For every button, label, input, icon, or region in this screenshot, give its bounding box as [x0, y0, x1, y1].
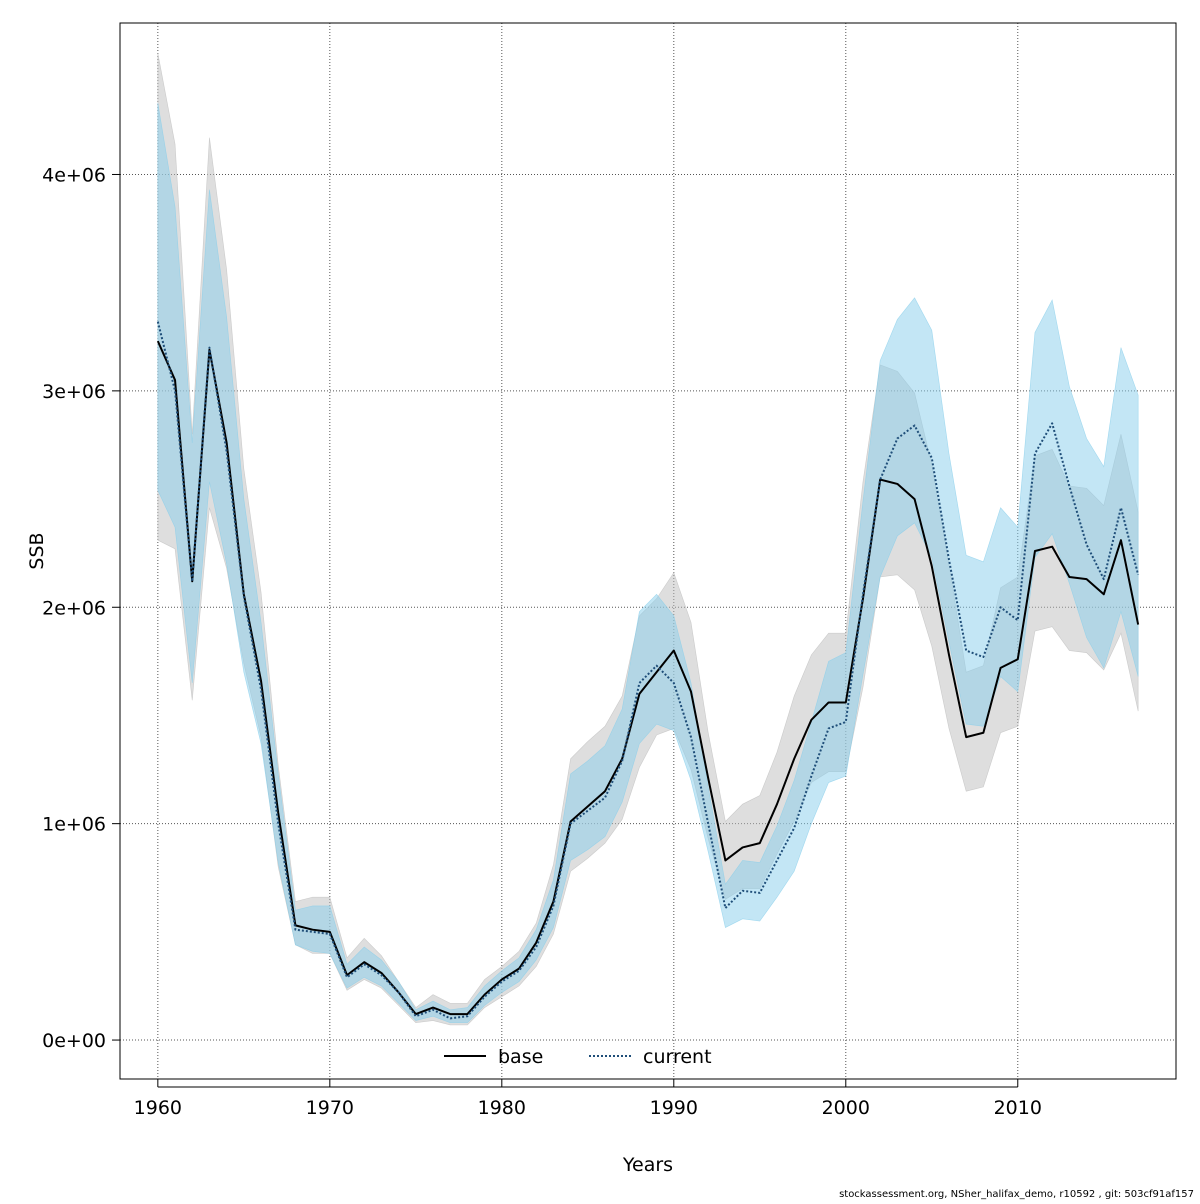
- band-layer: [157, 53, 1139, 1026]
- x-axis: 1960 1970 1980 1990 2000 2010: [134, 1079, 1042, 1119]
- x-tick-label: 1960: [134, 1097, 182, 1119]
- legend-label-current: current: [643, 1046, 712, 1068]
- y-tick-label: 4e+06: [42, 164, 106, 186]
- y-tick-label: 2e+06: [42, 597, 106, 619]
- x-tick-label: 1980: [478, 1097, 526, 1119]
- x-tick-label: 2000: [822, 1097, 870, 1119]
- x-tick-label: 1970: [306, 1097, 354, 1119]
- y-axis-label: SSB: [26, 532, 48, 569]
- footer-note: stockassessment.org, NSher_halifax_demo,…: [839, 1189, 1194, 1200]
- y-tick-label: 3e+06: [42, 381, 106, 403]
- series-line-current: [156, 321, 1140, 1020]
- x-tick-label: 1990: [650, 1097, 698, 1119]
- plot-frame: [119, 22, 1177, 1080]
- legend-label-base: base: [498, 1046, 543, 1068]
- legend: base current: [444, 1046, 712, 1068]
- y-axis: 0e+00 1e+06 2e+06 3e+06 4e+06: [42, 164, 120, 1052]
- y-tick-label: 0e+00: [42, 1030, 106, 1052]
- x-tick-label: 2010: [994, 1097, 1042, 1119]
- series-line-base: [156, 340, 1140, 1016]
- confidence-band-current: [157, 103, 1139, 1024]
- x-axis-label: Years: [622, 1154, 673, 1176]
- y-tick-label: 1e+06: [42, 814, 106, 836]
- line-layer: [156, 321, 1140, 1020]
